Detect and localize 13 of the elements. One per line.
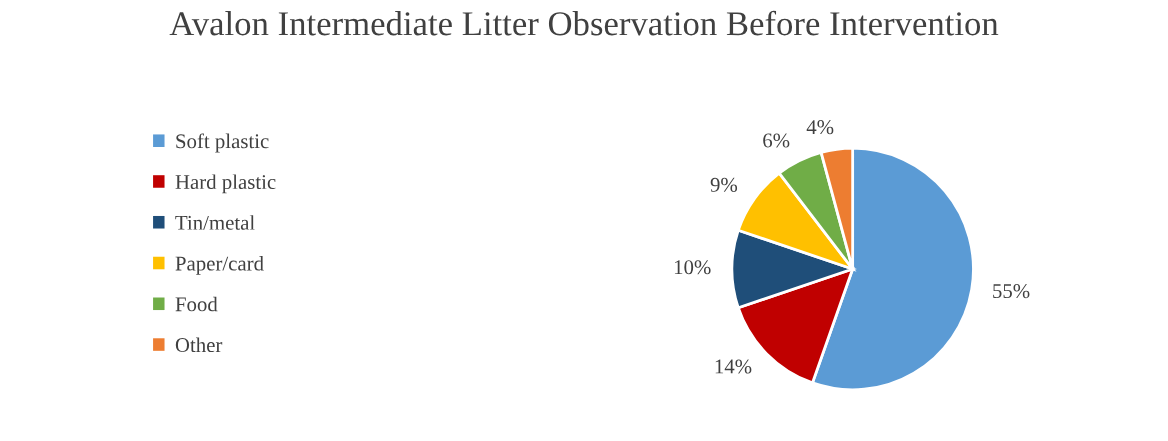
data-label: 10% bbox=[674, 260, 711, 275]
data-label: 6% bbox=[763, 133, 790, 148]
data-label: 55% bbox=[993, 284, 1030, 299]
data-label: 9% bbox=[710, 177, 738, 192]
legend-label: Other bbox=[175, 337, 223, 353]
data-label: 4% bbox=[806, 120, 834, 135]
data-label: 14% bbox=[715, 359, 752, 374]
legend-label: Hard plastic bbox=[175, 174, 276, 194]
legend-label: Tin/metal bbox=[175, 215, 255, 230]
legend-label: Soft plastic bbox=[176, 133, 269, 153]
legend-label: Paper/card bbox=[175, 255, 264, 275]
legend-label: Food bbox=[175, 296, 218, 312]
chart-title: Avalon Intermediate Litter Observation Before Intervention bbox=[169, 10, 999, 36]
